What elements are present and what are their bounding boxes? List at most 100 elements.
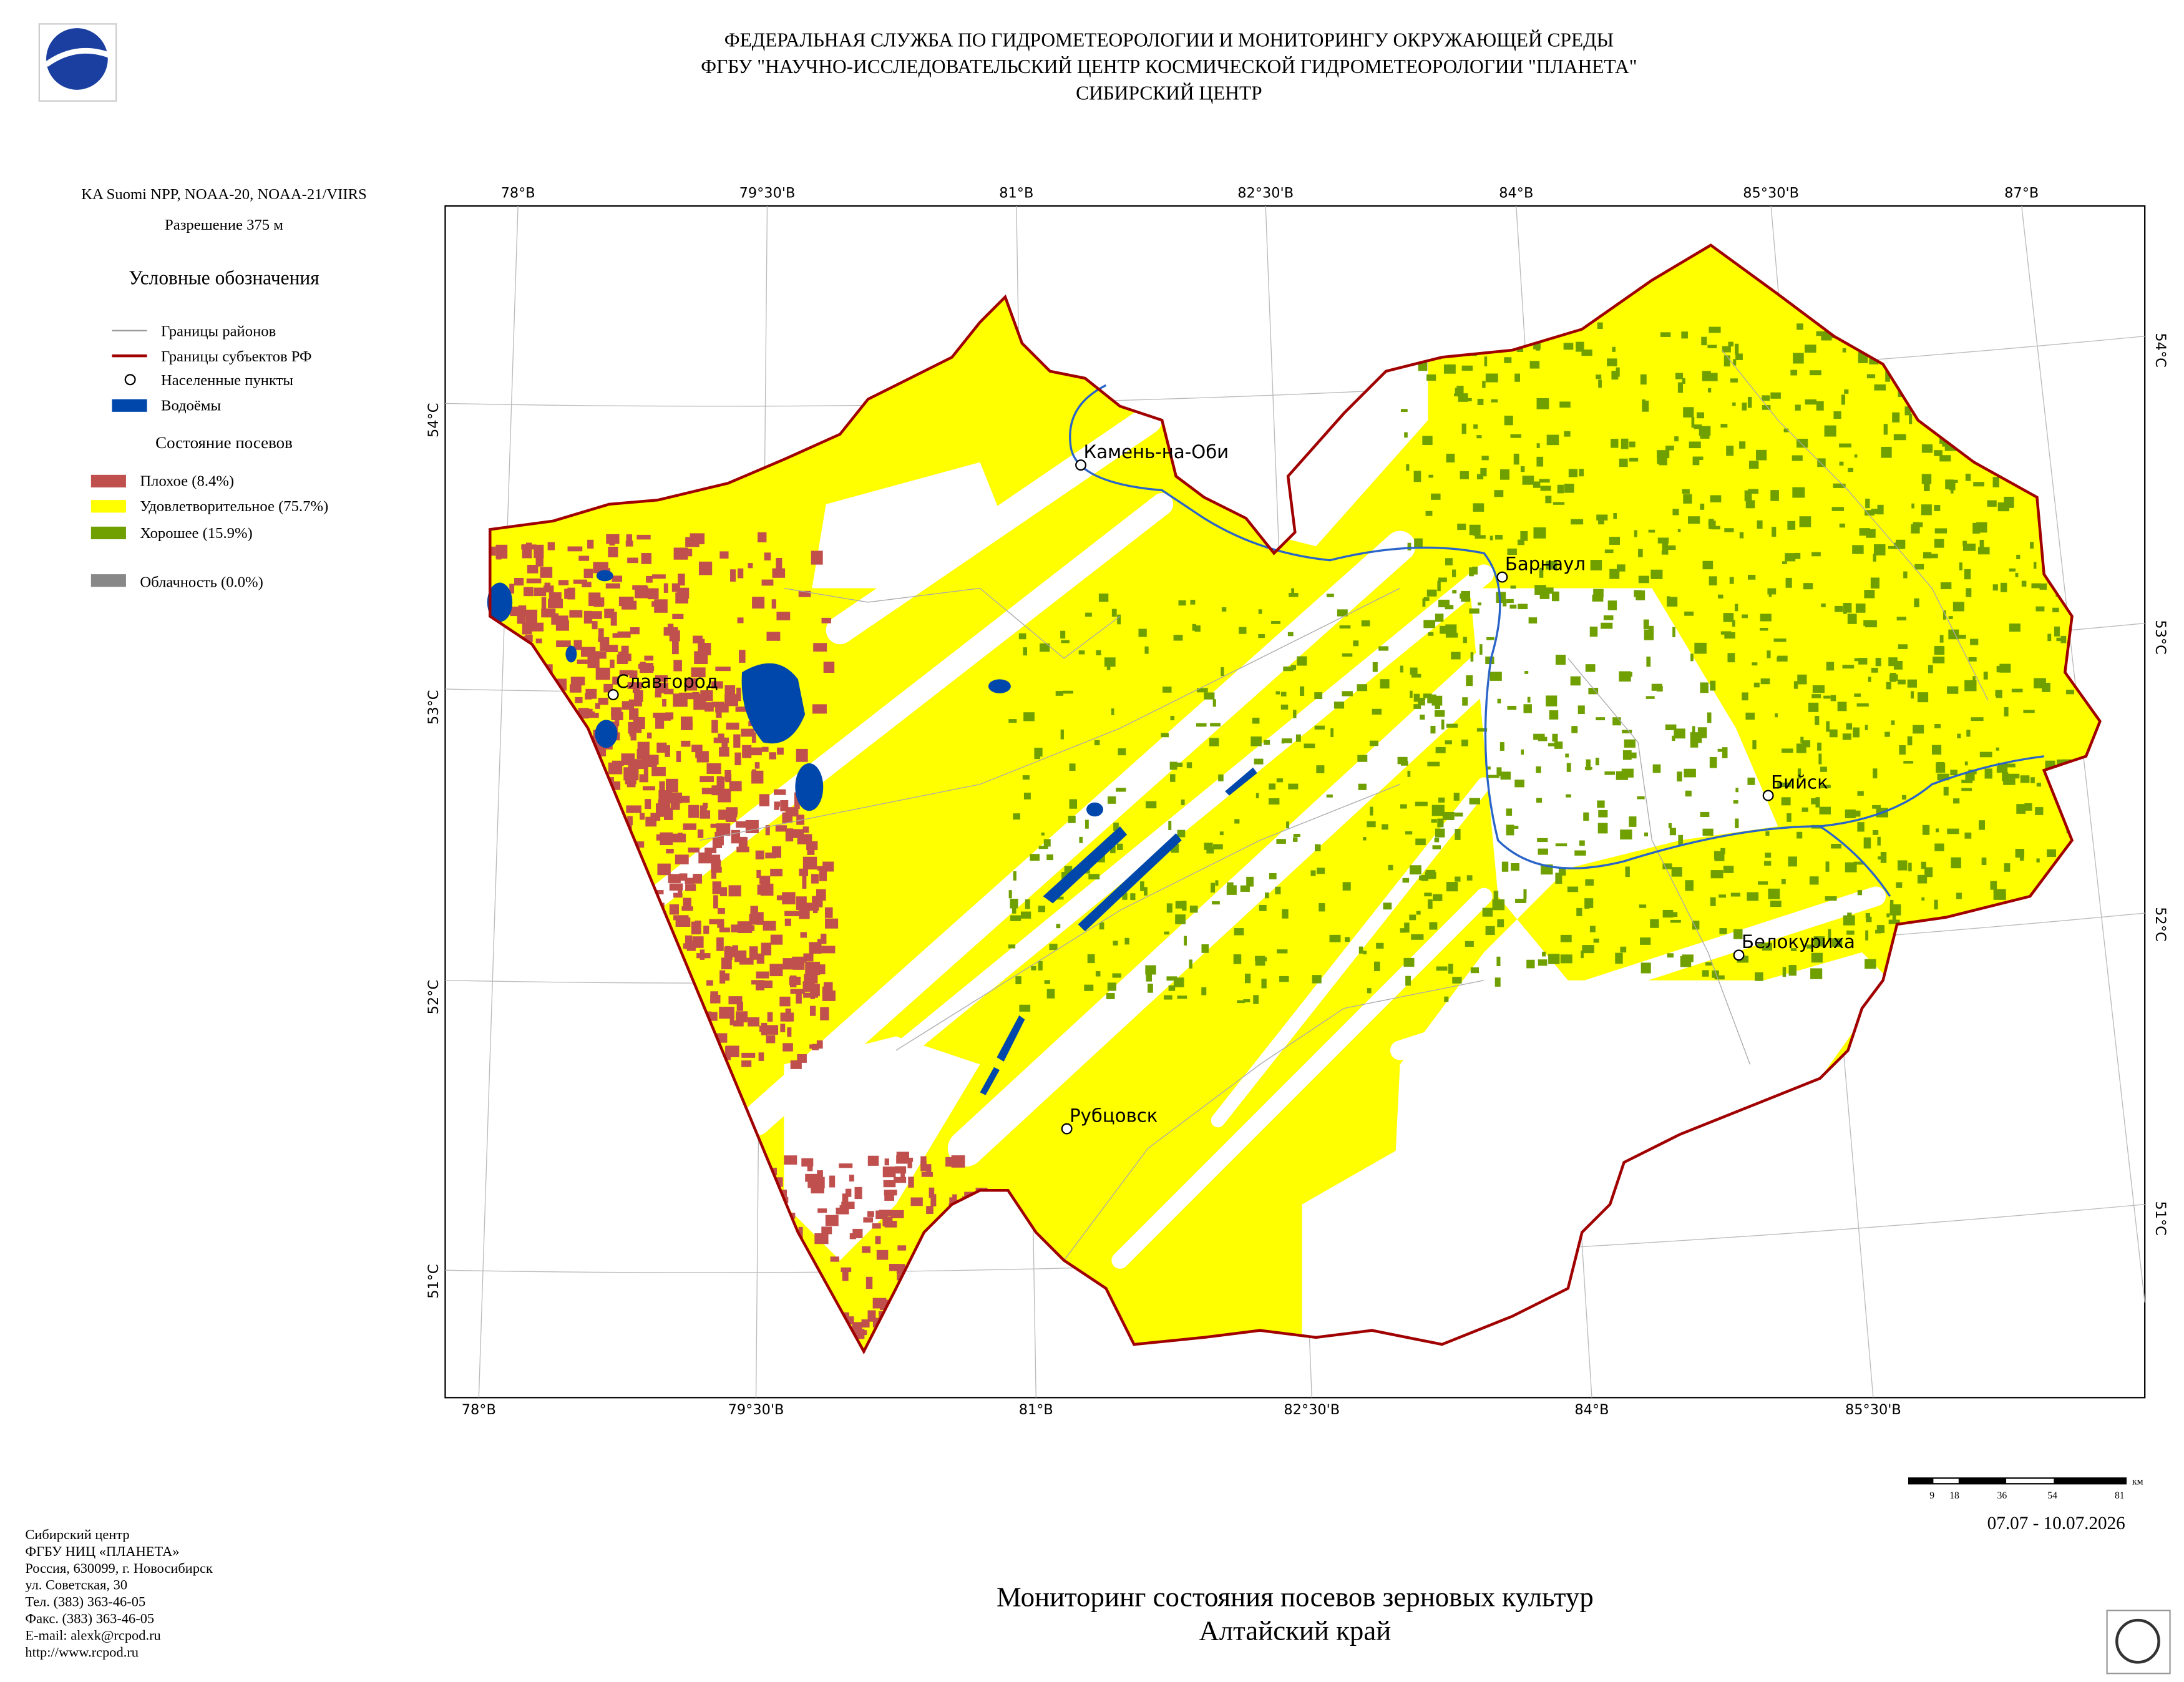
good-crop-patch [1173,635,1183,641]
good-crop-patch [1415,801,1428,806]
good-crop-patch [1799,516,1811,527]
good-crop-patch [1617,564,1626,572]
good-crop-patch [1546,434,1559,446]
poor-crop-patch [742,745,752,758]
good-crop-patch [1755,972,1763,981]
poor-crop-patch [632,585,648,590]
poor-crop-patch [949,1197,954,1206]
good-crop-patch [1847,614,1857,624]
poor-crop-patch [741,1052,756,1058]
poor-crop-patch [587,656,600,668]
good-crop-patch [1514,780,1524,788]
good-crop-patch [1551,591,1559,602]
good-crop-patch [1640,374,1647,385]
poor-crop-patch [951,1155,965,1168]
good-crop-patch [1204,692,1215,700]
good-crop-patch [1470,967,1480,974]
poor-crop-patch [629,708,639,720]
good-crop-patch [1559,401,1571,408]
good-crop-patch [1811,552,1821,557]
poor-crop-patch [736,1001,744,1011]
good-crop-patch [1370,806,1373,816]
legend-item: Облачность (0.0%) [140,574,263,590]
title: Алтайский край [1199,1615,1391,1646]
poor-crop-patch [711,681,723,689]
good-crop-patch [1049,944,1058,951]
good-crop-patch [1603,615,1614,620]
good-crop-patch [1489,672,1502,681]
poor-crop-patch [655,675,668,682]
good-crop-patch [1466,675,1473,687]
good-crop-patch [1726,446,1734,456]
poor-crop-patch [930,1194,937,1206]
good-crop-patch [1875,658,1881,667]
good-crop-patch [1811,798,1820,804]
good-crop-patch [1250,736,1262,746]
good-crop-patch [1869,358,1879,364]
good-crop-patch [1934,899,1938,910]
poor-crop-patch [809,1005,816,1016]
good-crop-patch [1934,450,1943,456]
good-crop-patch [1620,946,1627,953]
good-crop-patch [1702,560,1714,570]
good-crop-patch [1482,907,1493,917]
good-crop-patch [1178,600,1186,606]
good-crop-patch [1951,486,1954,494]
good-crop-patch [2024,803,2032,811]
good-crop-patch [1805,345,1816,353]
poor-crop-patch [825,1215,839,1226]
good-crop-patch [1402,878,1410,883]
poor-crop-patch [633,759,645,770]
good-crop-patch [1657,537,1669,544]
good-crop-patch [1724,528,1734,532]
good-crop-patch [1995,690,2000,697]
header-line: СИБИРСКИЙ ЦЕНТР [1076,82,1262,104]
good-crop-patch [1669,828,1676,836]
good-crop-patch [1583,812,1589,821]
poor-crop-patch [640,663,654,673]
good-crop-patch [1023,793,1031,799]
good-crop-patch [1796,323,1803,330]
good-crop-patch [1886,682,1891,690]
good-crop-patch [1400,928,1406,933]
poor-crop-patch [752,769,757,779]
poor-crop-patch [548,592,562,604]
good-crop-patch [1863,620,1873,626]
good-crop-patch [1853,727,1860,738]
good-crop-patch [1883,424,1888,435]
poor-crop-patch [875,1236,881,1244]
good-crop-patch [1620,829,1632,840]
good-crop-patch [1586,759,1591,771]
good-crop-patch [1164,931,1169,935]
good-crop-patch [1419,875,1423,881]
good-crop-patch [1576,341,1584,352]
good-crop-patch [1809,876,1819,885]
good-crop-patch [1533,527,1546,539]
poor-crop-patch [769,752,776,760]
good-crop-patch [1611,371,1619,380]
lake [1225,767,1257,796]
logo-globe [46,28,108,90]
good-crop-patch [1169,774,1176,782]
good-crop-patch [1482,381,1486,388]
good-crop-patch [2047,849,2056,858]
lake [487,582,513,622]
good-crop-patch [1287,632,1294,637]
good-crop-patch [1252,717,1260,724]
good-crop-patch [1947,828,1959,834]
poor-crop-patch [788,829,804,836]
poor-crop-patch [564,589,570,599]
good-crop-patch [1705,962,1712,966]
poor-crop-patch [897,1245,907,1251]
good-crop-patch [1372,708,1382,715]
good-crop-patch [1744,490,1752,502]
poor-crop-patch [700,810,711,819]
lon-label: 84°В [1574,1402,1609,1418]
good-crop-patch [1961,788,1972,791]
good-crop-patch [1523,704,1532,713]
good-crop-patch [1598,379,1602,388]
good-crop-patch [1255,956,1265,966]
poor-crop-patch [615,716,620,726]
good-crop-patch [1825,896,1837,901]
